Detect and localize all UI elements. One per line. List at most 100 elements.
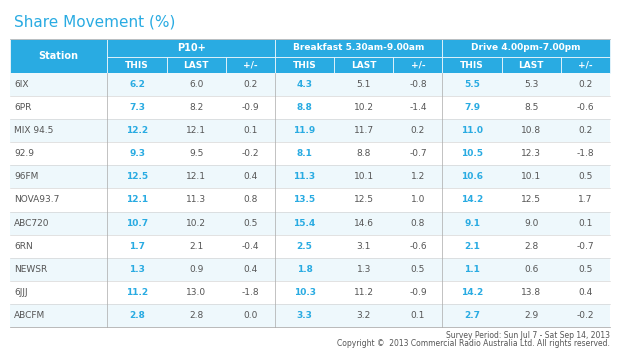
Text: 12.5: 12.5 <box>354 195 374 205</box>
Text: 5.5: 5.5 <box>464 80 480 89</box>
Text: 12.5: 12.5 <box>521 195 541 205</box>
Text: Survey Period: Sun Jul 7 - Sat Sep 14, 2013: Survey Period: Sun Jul 7 - Sat Sep 14, 2… <box>446 331 610 340</box>
Text: 12.3: 12.3 <box>521 149 541 158</box>
Text: 1.1: 1.1 <box>464 265 480 274</box>
Text: 0.4: 0.4 <box>578 288 593 297</box>
Text: 1.0: 1.0 <box>411 195 425 205</box>
Bar <box>107 57 167 73</box>
Text: 9.0: 9.0 <box>524 218 539 228</box>
Text: 6.2: 6.2 <box>129 80 145 89</box>
Text: 13.8: 13.8 <box>521 288 541 297</box>
Text: 11.0: 11.0 <box>461 126 483 135</box>
Text: THIS: THIS <box>460 60 484 69</box>
Text: -0.4: -0.4 <box>242 242 259 251</box>
Text: 10.3: 10.3 <box>294 288 316 297</box>
Bar <box>10 211 610 235</box>
Bar <box>10 96 610 119</box>
Text: 0.5: 0.5 <box>411 265 425 274</box>
Bar <box>167 57 226 73</box>
Text: 1.7: 1.7 <box>129 242 145 251</box>
Text: 11.2: 11.2 <box>354 288 374 297</box>
Text: -0.7: -0.7 <box>409 149 427 158</box>
Text: 12.1: 12.1 <box>186 126 206 135</box>
Text: 96FM: 96FM <box>14 172 38 181</box>
Text: -0.9: -0.9 <box>409 288 427 297</box>
Text: Breakfast 5.30am-9.00am: Breakfast 5.30am-9.00am <box>293 44 425 52</box>
Bar <box>443 57 502 73</box>
Text: 8.5: 8.5 <box>524 103 539 112</box>
Text: 2.1: 2.1 <box>189 242 203 251</box>
Text: 12.5: 12.5 <box>126 172 148 181</box>
Text: 0.2: 0.2 <box>411 126 425 135</box>
Text: 11.2: 11.2 <box>126 288 148 297</box>
Text: 10.1: 10.1 <box>521 172 541 181</box>
Text: 14.6: 14.6 <box>354 218 374 228</box>
Text: 9.3: 9.3 <box>129 149 145 158</box>
Text: 11.7: 11.7 <box>354 126 374 135</box>
Text: 6JJJ: 6JJJ <box>14 288 28 297</box>
Text: -0.2: -0.2 <box>242 149 259 158</box>
Text: 0.2: 0.2 <box>243 80 257 89</box>
Text: 12.1: 12.1 <box>186 172 206 181</box>
Bar <box>10 281 610 304</box>
Text: -0.9: -0.9 <box>242 103 259 112</box>
Text: NOVA93.7: NOVA93.7 <box>14 195 60 205</box>
Bar <box>394 57 443 73</box>
Text: 6PR: 6PR <box>14 103 32 112</box>
Text: 8.8: 8.8 <box>296 103 312 112</box>
Text: 2.8: 2.8 <box>189 311 203 320</box>
Bar <box>10 142 610 165</box>
Text: 0.4: 0.4 <box>243 265 257 274</box>
Text: Share Movement (%): Share Movement (%) <box>14 15 175 30</box>
Text: 1.3: 1.3 <box>356 265 371 274</box>
Text: 2.8: 2.8 <box>524 242 538 251</box>
Text: Copyright ©  2013 Commercial Radio Australia Ltd. All rights reserved.: Copyright © 2013 Commercial Radio Austra… <box>337 339 610 348</box>
Text: THIS: THIS <box>125 60 149 69</box>
Text: NEWSR: NEWSR <box>14 265 47 274</box>
Text: ABCFM: ABCFM <box>14 311 45 320</box>
Text: -1.4: -1.4 <box>409 103 427 112</box>
Text: 0.4: 0.4 <box>243 172 257 181</box>
Bar <box>502 57 561 73</box>
Text: 9.1: 9.1 <box>464 218 480 228</box>
Text: 12.2: 12.2 <box>126 126 148 135</box>
Bar <box>10 39 107 73</box>
Text: -0.2: -0.2 <box>577 311 594 320</box>
Text: -0.6: -0.6 <box>409 242 427 251</box>
Bar <box>10 188 610 211</box>
Text: 14.2: 14.2 <box>461 288 483 297</box>
Bar <box>334 57 394 73</box>
Text: 10.7: 10.7 <box>126 218 148 228</box>
Text: 0.1: 0.1 <box>243 126 258 135</box>
Text: 1.7: 1.7 <box>578 195 593 205</box>
Bar <box>226 57 275 73</box>
Bar <box>10 258 610 281</box>
Text: ABC720: ABC720 <box>14 218 50 228</box>
Text: THIS: THIS <box>293 60 316 69</box>
Text: 0.0: 0.0 <box>243 311 258 320</box>
Text: +/-: +/- <box>578 60 593 69</box>
Bar <box>10 165 610 188</box>
Text: 5.1: 5.1 <box>356 80 371 89</box>
Bar <box>561 57 610 73</box>
Text: 1.3: 1.3 <box>129 265 145 274</box>
Text: 0.1: 0.1 <box>578 218 593 228</box>
Text: LAST: LAST <box>518 60 544 69</box>
Text: 0.2: 0.2 <box>578 126 593 135</box>
Text: Drive 4.00pm-7.00pm: Drive 4.00pm-7.00pm <box>471 44 581 52</box>
Text: 10.6: 10.6 <box>461 172 483 181</box>
Text: 6IX: 6IX <box>14 80 29 89</box>
Text: 10.8: 10.8 <box>521 126 541 135</box>
Text: LAST: LAST <box>351 60 376 69</box>
Text: -1.8: -1.8 <box>242 288 259 297</box>
Text: 10.5: 10.5 <box>461 149 483 158</box>
Text: 7.9: 7.9 <box>464 103 480 112</box>
Text: 12.1: 12.1 <box>126 195 148 205</box>
Text: MIX 94.5: MIX 94.5 <box>14 126 53 135</box>
Text: 5.3: 5.3 <box>524 80 539 89</box>
Text: 13.5: 13.5 <box>293 195 316 205</box>
Text: 14.2: 14.2 <box>461 195 483 205</box>
Text: 6RN: 6RN <box>14 242 33 251</box>
Text: 13.0: 13.0 <box>186 288 206 297</box>
Text: 11.3: 11.3 <box>293 172 316 181</box>
